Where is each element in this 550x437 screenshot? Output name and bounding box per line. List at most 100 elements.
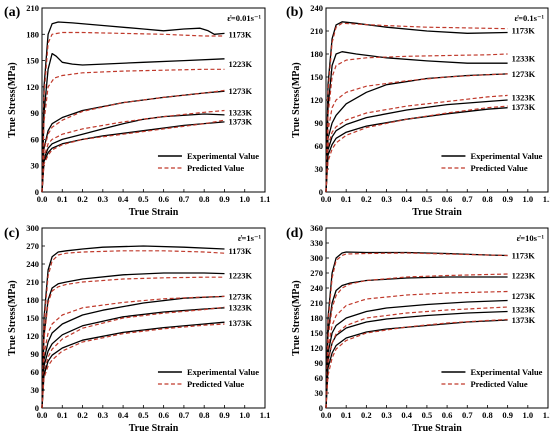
x-tick-label: 0.4 [118,410,129,420]
x-axis-label: True Strain [129,423,179,434]
series-line-predicted-1233K [325,53,508,193]
x-tick-label: 0.6 [442,410,453,420]
legend-label-experimental: Experimental Value [187,367,259,377]
y-tick-label: 0 [35,187,39,197]
strain-rate-label: ε̇=0.1s⁻¹ [515,13,545,23]
series-line-predicted-1173K [41,31,225,193]
y-tick-label: 210 [26,277,39,287]
x-tick-label: 0.7 [179,194,190,204]
series-line-predicted-1373K [41,323,225,409]
curve-label-1223K: 1223K [229,270,253,280]
series-line-predicted-1273K [41,295,225,409]
x-tick-label: 1.1 [260,410,271,420]
legend-label-experimental: Experimental Value [187,151,259,161]
x-tick-label: 0.4 [118,194,129,204]
y-axis-label: True Stress(MPa) [291,62,302,137]
strain-rate-label: ε̇=1s⁻¹ [238,233,262,243]
curve-label-1323K: 1323K [512,304,536,314]
curve-label-1273K: 1273K [512,291,536,301]
curve-label-1173K: 1173K [229,246,253,256]
y-tick-label: 180 [26,295,39,305]
x-tick-label: 0.5 [138,194,149,204]
chart-panel-d: 0.0 0.1 0.2 0.3 0.4 0.5 0.6 0.7 0.8 0.9 1.0 1.1 0 30 6… [286,223,550,434]
y-tick-label: 30 [31,161,40,171]
x-tick-label: 0.2 [77,410,88,420]
y-tick-label: 240 [310,3,323,13]
x-tick-label: 0.8 [482,410,493,420]
x-tick-label: 0.5 [422,194,433,204]
y-tick-label: 90 [315,358,324,368]
plot-frame [41,7,266,193]
y-tick-label: 300 [26,223,39,233]
x-axis-label: True Strain [412,423,462,434]
y-tick-label: 120 [310,95,323,105]
chart-panel-a: 0.0 0.1 0.2 0.3 0.4 0.5 0.6 0.7 0.8 0.9 1.0 1.1 0 30 6… [4,3,270,218]
series-line-experimental-1273K [325,73,508,193]
x-tick-label: 0.2 [361,410,372,420]
series-line-experimental-1173K [41,245,225,409]
series-line-predicted-1223K [41,276,225,409]
curve-label-1323K: 1323K [512,93,536,103]
series-line-predicted-1173K [325,22,508,193]
y-tick-label: 300 [310,253,323,263]
series-line-experimental-1373K [41,321,225,409]
y-tick-label: 90 [315,118,324,128]
y-tick-label: 180 [26,29,39,39]
series-line-experimental-1373K [325,319,508,409]
curve-label-1233K: 1233K [512,54,536,64]
series-line-experimental-1233K [325,51,508,193]
x-tick-label: 0.0 [37,410,48,420]
x-tick-label: 0.6 [442,194,453,204]
y-tick-label: 150 [26,313,39,323]
curve-label-1223K: 1223K [229,59,253,69]
legend-label-predicted: Predicted Value [187,379,244,389]
legend-label-predicted: Predicted Value [470,163,527,173]
y-tick-label: 120 [26,82,39,92]
curve-label-1173K: 1173K [512,251,536,261]
y-axis-label: True Stress(MPa) [7,62,18,137]
y-tick-label: 150 [26,56,39,66]
y-tick-label: 210 [310,298,323,308]
y-tick-label: 210 [26,3,39,13]
legend-label-predicted: Predicted Value [187,163,244,173]
chart-panel-c: 0.0 0.1 0.2 0.3 0.4 0.5 0.6 0.7 0.8 0.9 1.0 1.1 0 30 6… [4,223,270,434]
x-tick-label: 0.0 [37,194,48,204]
strain-rate-label: ε̇=0.01s⁻¹ [227,13,261,23]
legend-label-experimental: Experimental Value [470,151,542,161]
x-tick-label: 0.7 [179,410,190,420]
x-tick-label: 0.5 [138,410,149,420]
curve-label-1223K: 1223K [512,271,536,281]
y-tick-label: 240 [26,259,39,269]
x-tick-label: 0.2 [77,194,88,204]
panel-label: (a) [4,5,21,20]
x-tick-label: 0.4 [401,194,412,204]
y-tick-label: 270 [310,268,323,278]
series-line-experimental-1323K [41,307,225,409]
x-tick-label: 0.1 [57,194,68,204]
series-line-predicted-1273K [41,89,225,193]
y-tick-label: 150 [310,328,323,338]
series-line-experimental-1223K [325,276,508,409]
legend: Experimental Value Predicted Value [441,367,543,389]
y-tick-label: 0 [319,187,323,197]
x-tick-label: 0.9 [219,194,230,204]
x-tick-label: 0.4 [401,410,412,420]
x-tick-label: 0.3 [98,194,109,204]
x-tick-label: 0.9 [219,410,230,420]
x-tick-label: 1.0 [523,194,534,204]
x-tick-label: 1.1 [543,194,550,204]
curve-label-1373K: 1373K [229,318,253,328]
x-tick-label: 0.1 [341,194,352,204]
x-tick-label: 0.9 [502,194,513,204]
y-tick-label: 120 [26,331,39,341]
series-line-predicted-1323K [41,109,225,193]
series-line-experimental-1173K [41,21,225,193]
y-tick-label: 0 [319,403,323,413]
y-tick-label: 120 [310,343,323,353]
x-tick-label: 0.6 [158,194,169,204]
curve-label-1273K: 1273K [229,291,253,301]
x-tick-label: 0.5 [422,410,433,420]
legend: Experimental Value Predicted Value [441,151,543,173]
curve-label-1173K: 1173K [512,26,536,36]
